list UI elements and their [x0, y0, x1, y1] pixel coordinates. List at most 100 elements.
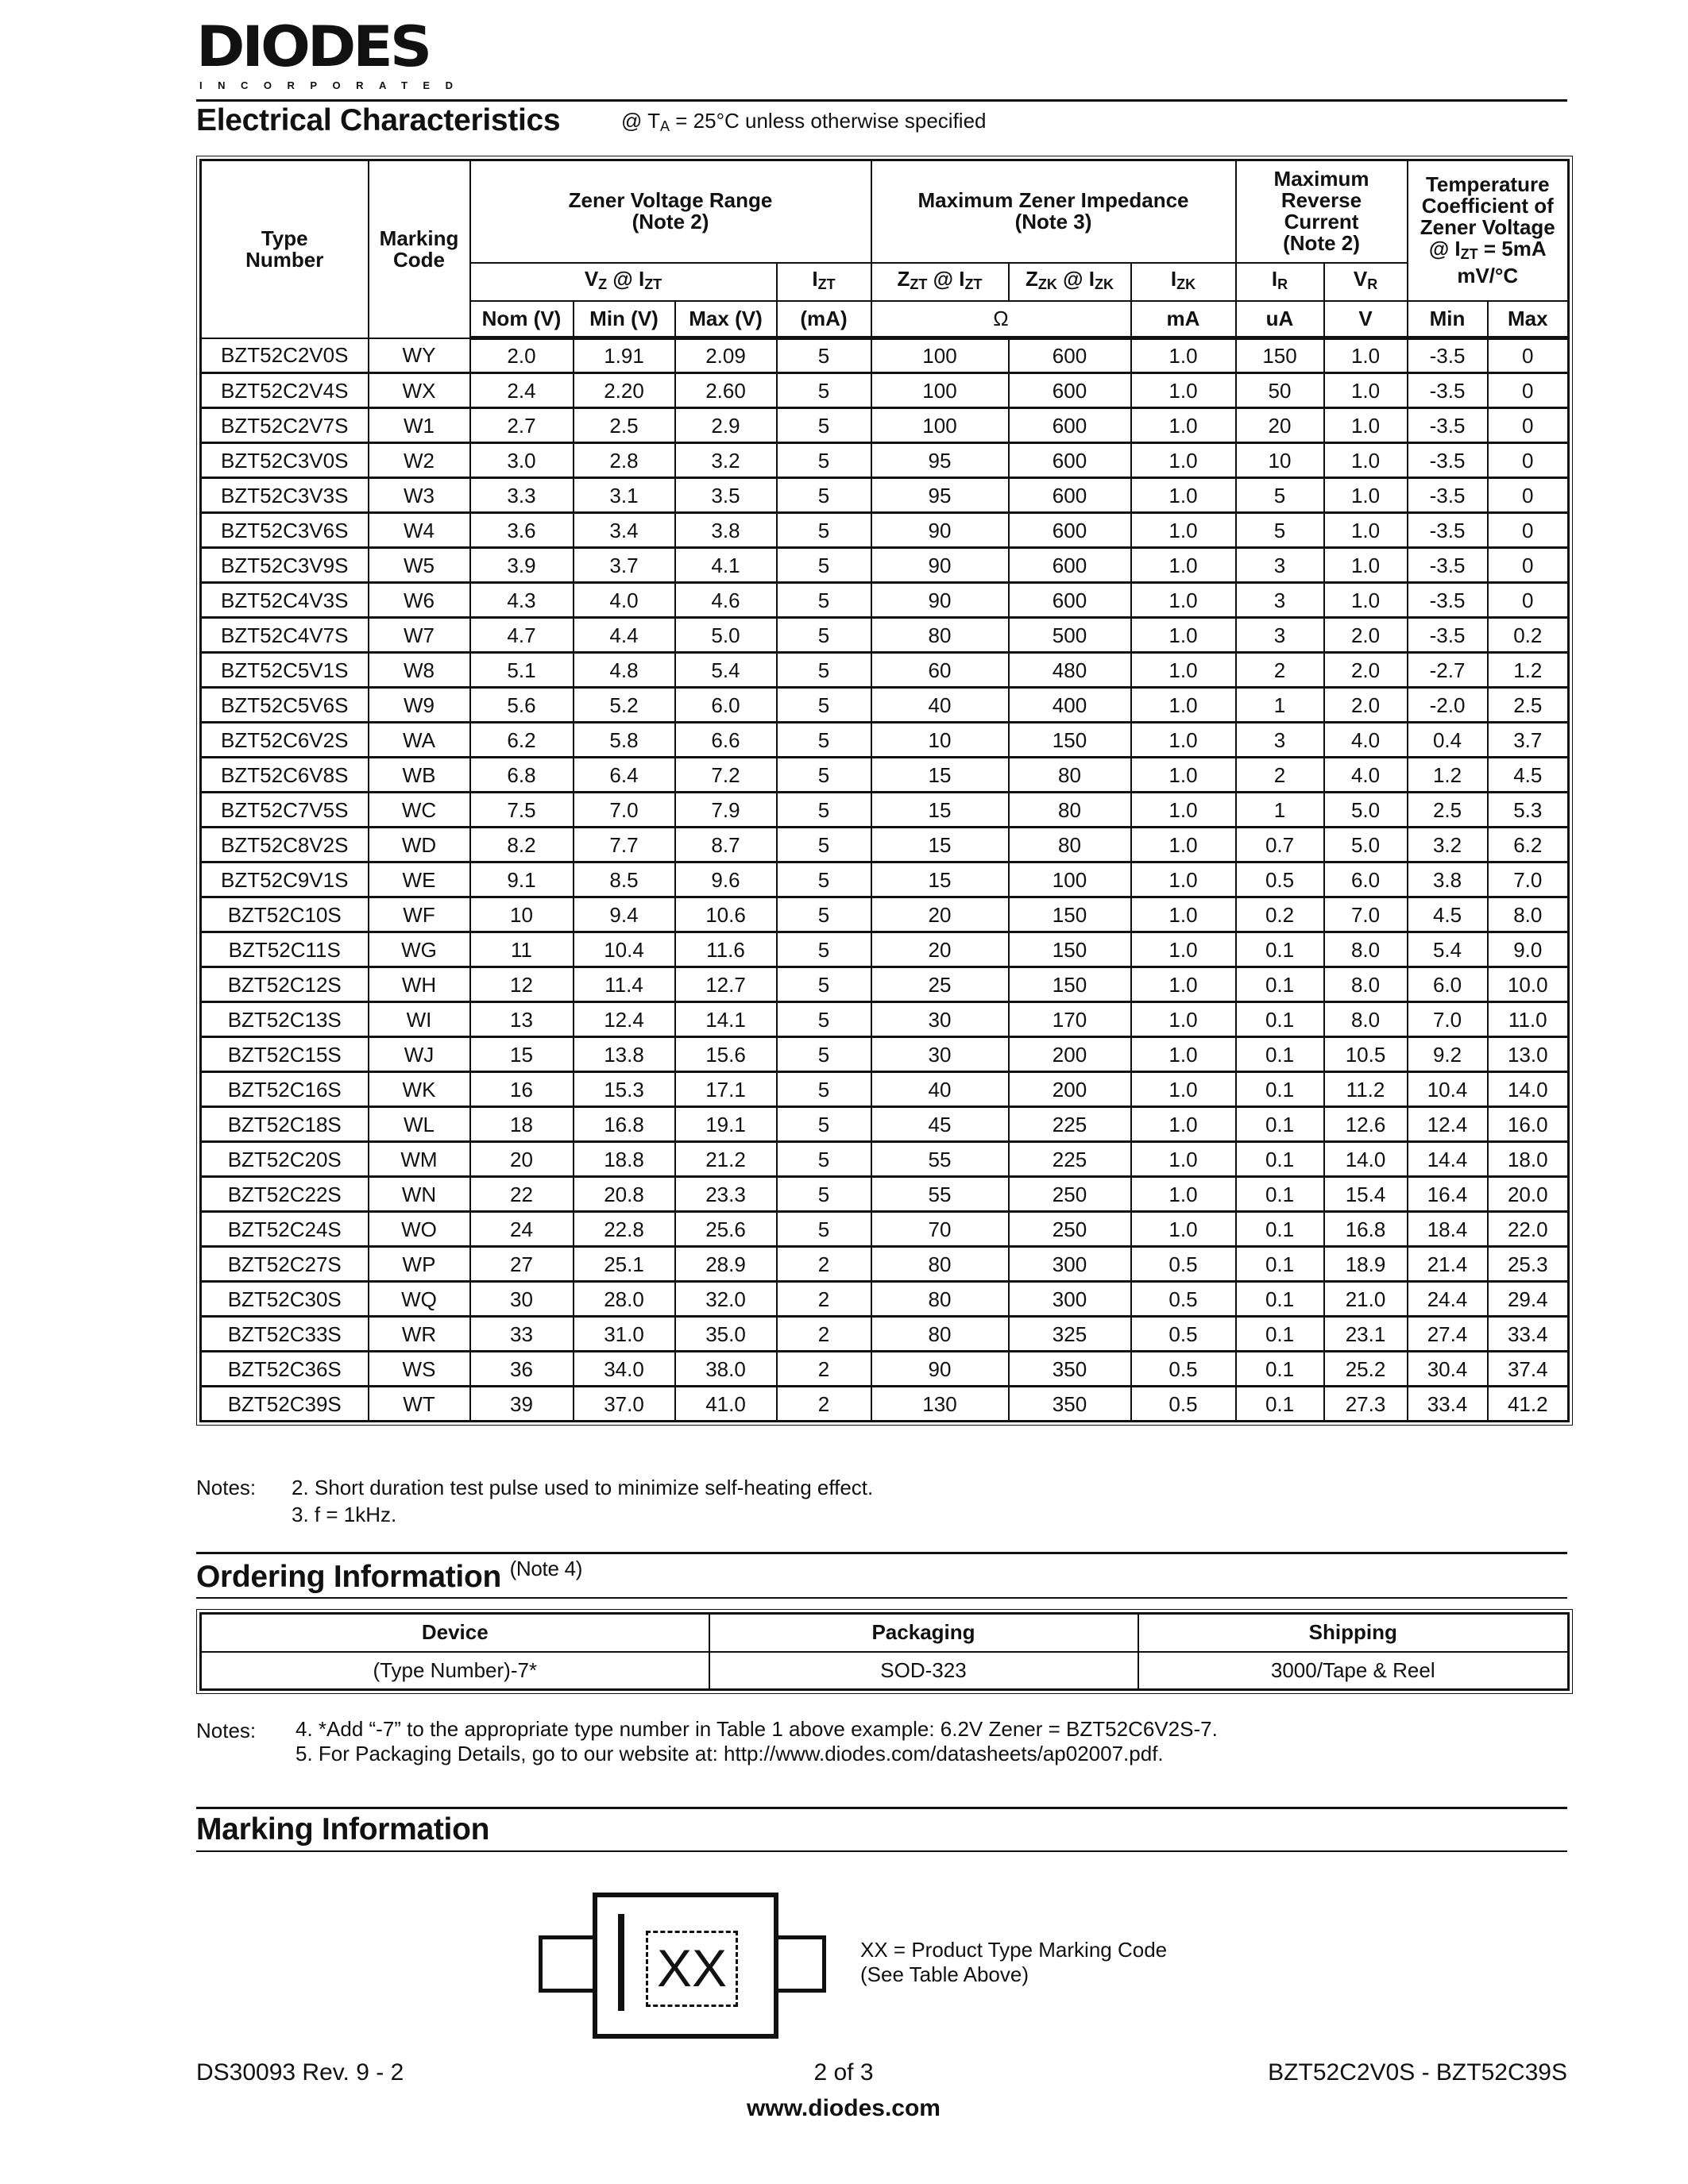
- type-number-cell: BZT52C6V2S: [199, 722, 369, 758]
- type-number-cell: BZT52C2V4S: [199, 372, 369, 409]
- marking-code-cell: WB: [367, 757, 471, 793]
- type-number-cell: BZT52C24S: [199, 1211, 369, 1248]
- zzk-cell: 300: [1007, 1281, 1132, 1318]
- vz-max-cell: 10.6: [674, 897, 778, 933]
- table-row: BZT52C4V7S W7 4.7 4.4 5.0 5 80 500 1.0 3 2.0 -3.5 0.…: [199, 617, 1570, 654]
- ir-cell: 20: [1234, 407, 1325, 444]
- tc-min-cell: 3.8: [1406, 862, 1489, 898]
- vr-cell: 1.0: [1323, 582, 1408, 619]
- izt-cell: 5: [775, 862, 872, 898]
- table-row: BZT52C30S WQ 30 28.0 32.0 2 80 300 0.5 0.1 21.0 24.…: [199, 1281, 1570, 1318]
- vr-cell: 18.9: [1323, 1246, 1408, 1283]
- ir-cell: 3: [1234, 722, 1325, 758]
- ir-cell: 0.1: [1234, 932, 1325, 968]
- note-5: 5. For Packaging Details, go to our webs…: [295, 1742, 1164, 1765]
- tc-max-cell: 41.2: [1486, 1386, 1570, 1422]
- type-number-cell: BZT52C3V6S: [199, 512, 369, 549]
- vz-nom-cell: 8.2: [469, 827, 574, 863]
- tc-max-cell: 20.0: [1486, 1176, 1570, 1213]
- izk-cell: 0.5: [1130, 1316, 1237, 1352]
- tc-min-cell: 24.4: [1406, 1281, 1489, 1318]
- vz-min-cell: 6.4: [572, 757, 676, 793]
- vz-min-cell: 2.5: [572, 407, 676, 444]
- zzk-cell: 100: [1007, 862, 1132, 898]
- tc-max-cell: 0: [1486, 372, 1570, 409]
- note-4: 4. *Add “-7” to the appropriate type num…: [295, 1717, 1218, 1741]
- unit-ohm: Ω: [870, 299, 1132, 340]
- zzk-cell: 350: [1007, 1351, 1132, 1387]
- ir-cell: 50: [1234, 372, 1325, 409]
- izt-cell: 5: [775, 407, 872, 444]
- type-number-cell: BZT52C2V7S: [199, 407, 369, 444]
- zzk-cell: 200: [1007, 1036, 1132, 1073]
- ir-cell: 0.1: [1234, 1106, 1325, 1143]
- type-number-cell: BZT52C27S: [199, 1246, 369, 1283]
- vz-nom-cell: 3.9: [469, 547, 574, 584]
- vz-min-cell: 3.7: [572, 547, 676, 584]
- ir-cell: 0.5: [1234, 862, 1325, 898]
- izk-cell: 0.5: [1130, 1386, 1237, 1422]
- header-max-zener-impedance: Maximum Zener Impedance (Note 3): [870, 159, 1237, 264]
- tc-max-cell: 0: [1486, 338, 1570, 374]
- vz-nom-cell: 39: [469, 1386, 574, 1422]
- izk-cell: 1.0: [1130, 477, 1237, 514]
- zzt-cell: 25: [870, 967, 1010, 1003]
- vz-nom-cell: 36: [469, 1351, 574, 1387]
- vz-max-cell: 3.5: [674, 477, 778, 514]
- vz-nom-cell: 2.7: [469, 407, 574, 444]
- shipping-cell: 3000/Tape & Reel: [1137, 1650, 1570, 1691]
- header-shipping: Shipping: [1137, 1612, 1570, 1653]
- zzk-cell: 600: [1007, 407, 1132, 444]
- vr-cell: 16.8: [1323, 1211, 1408, 1248]
- ir-cell: 0.2: [1234, 897, 1325, 933]
- ir-cell: 5: [1234, 477, 1325, 514]
- vr-cell: 1.0: [1323, 547, 1408, 584]
- zzk-cell: 80: [1007, 792, 1132, 828]
- tc-max-cell: 11.0: [1486, 1001, 1570, 1038]
- electrical-characteristics-table: Type Number Marking Code Zener Voltage R…: [195, 156, 1574, 1426]
- vz-min-cell: 5.2: [572, 687, 676, 723]
- ir-cell: 150: [1234, 338, 1325, 374]
- zzk-cell: 600: [1007, 547, 1132, 584]
- izk-cell: 1.0: [1130, 1001, 1237, 1038]
- tc-min-cell: 3.2: [1406, 827, 1489, 863]
- vz-min-cell: 3.4: [572, 512, 676, 549]
- zzt-cell: 40: [870, 1071, 1010, 1108]
- vz-nom-cell: 2.0: [469, 338, 574, 374]
- marking-code-cell: WG: [367, 932, 471, 968]
- vr-cell: 1.0: [1323, 477, 1408, 514]
- vz-min-cell: 7.0: [572, 792, 676, 828]
- website-link[interactable]: www.diodes.com: [747, 2095, 941, 2121]
- tc-min-cell: 10.4: [1406, 1071, 1489, 1108]
- header-zzt-at-izt: ZZT @ IZT: [870, 261, 1010, 302]
- ir-cell: 0.1: [1234, 1176, 1325, 1213]
- izk-cell: 1.0: [1130, 757, 1237, 793]
- zzk-cell: 600: [1007, 582, 1132, 619]
- zzt-cell: 90: [870, 547, 1010, 584]
- ir-cell: 0.1: [1234, 1386, 1325, 1422]
- ir-cell: 0.1: [1234, 1211, 1325, 1248]
- vz-max-cell: 25.6: [674, 1211, 778, 1248]
- ir-cell: 3: [1234, 547, 1325, 584]
- vz-max-cell: 7.9: [674, 792, 778, 828]
- ir-cell: 3: [1234, 582, 1325, 619]
- vr-cell: 15.4: [1323, 1176, 1408, 1213]
- electrical-characteristics-title: Electrical Characteristics: [196, 103, 561, 137]
- marking-code-box: XX: [646, 1931, 738, 2007]
- ordering-table: Device Packaging Shipping (Type Number)-…: [196, 1609, 1573, 1694]
- vz-max-cell: 5.4: [674, 652, 778, 689]
- zzk-cell: 350: [1007, 1386, 1132, 1422]
- marking-code-cell: WC: [367, 792, 471, 828]
- vz-min-cell: 13.8: [572, 1036, 676, 1073]
- vr-cell: 11.2: [1323, 1071, 1408, 1108]
- vr-cell: 2.0: [1323, 652, 1408, 689]
- zzk-cell: 500: [1007, 617, 1132, 654]
- type-number-cell: BZT52C15S: [199, 1036, 369, 1073]
- table-row: BZT52C12S WH 12 11.4 12.7 5 25 150 1.0 0.1 8.0 6.0 1…: [199, 967, 1570, 1003]
- ir-cell: 3: [1234, 617, 1325, 654]
- zzk-cell: 600: [1007, 338, 1132, 374]
- vr-cell: 4.0: [1323, 722, 1408, 758]
- table-row: BZT52C5V6S W9 5.6 5.2 6.0 5 40 400 1.0 1 2.0 -2.0 2.…: [199, 687, 1570, 723]
- header-vz-at-izt: VZ @ IZT: [469, 261, 778, 302]
- ir-cell: 0.1: [1234, 1281, 1325, 1318]
